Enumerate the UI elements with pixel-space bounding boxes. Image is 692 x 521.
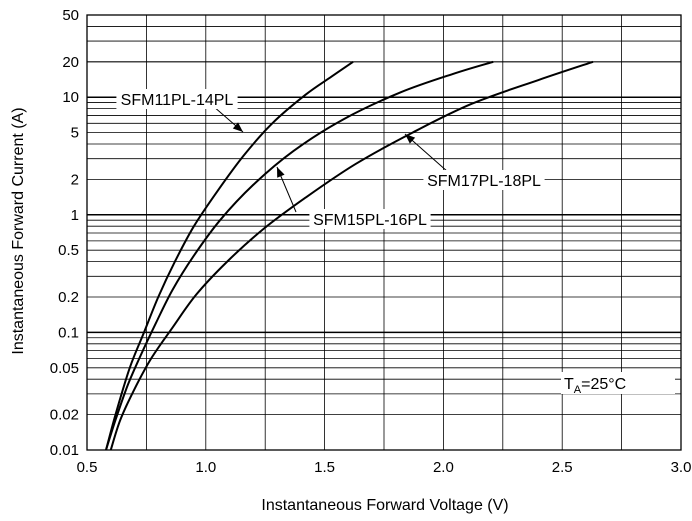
- minor-gridlines: [87, 14, 681, 451]
- y-tick-label: 50: [62, 7, 79, 24]
- x-tick-label: 2.5: [552, 459, 573, 476]
- y-tick-label: 0.01: [50, 442, 79, 459]
- x-tick-label: 2.0: [433, 459, 454, 476]
- y-tick-label: 0.5: [58, 242, 79, 259]
- x-tick-label: 1.0: [195, 459, 216, 476]
- arrow-sfm11-head: [232, 122, 243, 132]
- annotation-sfm17: SFM17PL-18PL: [427, 173, 541, 190]
- arrow-sfm15-head: [277, 167, 285, 178]
- annotation-temperature-bg: [561, 372, 675, 394]
- y-tick-label: 5: [71, 125, 79, 142]
- annotation-leaders: [212, 105, 449, 213]
- y-tick-label: 0.02: [50, 407, 79, 424]
- annotation-temperature: TA=25°C: [564, 376, 626, 396]
- annotation-sfm15: SFM15PL-16PL: [313, 212, 427, 229]
- series-line-2: [105, 60, 494, 451]
- series-line-1: [105, 60, 354, 451]
- annotation-sfm11-bg: [116, 89, 238, 109]
- series-curves: [105, 60, 594, 451]
- x-tick-label: 3.0: [671, 459, 692, 476]
- y-tick-label: 0.05: [50, 360, 79, 377]
- annotation-sfm11: SFM11PL-14PL: [121, 92, 234, 109]
- arrow-sfm17-head: [405, 134, 416, 144]
- y-tick-label: 0.1: [58, 324, 79, 341]
- y-tick-label: 20: [62, 54, 79, 71]
- y-tick-label: 10: [62, 89, 79, 106]
- y-tick-label: 0.2: [58, 289, 79, 306]
- y-axis-title: Instantaneous Forward Current (A): [10, 107, 27, 354]
- annotation-sfm15-bg: [309, 209, 431, 229]
- plot-frame: [86, 14, 682, 451]
- x-tick-label: 0.5: [77, 459, 98, 476]
- x-tick-labels: 0.5 1.0 1.5 2.0 2.5 3.0: [77, 459, 692, 476]
- y-tick-label: 1: [71, 207, 79, 224]
- y-tick-label: 2: [71, 171, 79, 188]
- annotation-sfm17-bg: [423, 170, 545, 190]
- series-line-3: [109, 60, 594, 451]
- x-tick-label: 1.5: [314, 459, 335, 476]
- x-axis-title: Instantaneous Forward Voltage (V): [261, 497, 508, 514]
- annotation-labels: SFM11PL-14PL SFM15PL-16PL SFM17PL-18PL TA=2…: [116, 89, 675, 396]
- y-tick-labels: 0.01 0.02 0.05 0.1 0.2 0.5 1 2 5 10 20 50: [50, 7, 79, 459]
